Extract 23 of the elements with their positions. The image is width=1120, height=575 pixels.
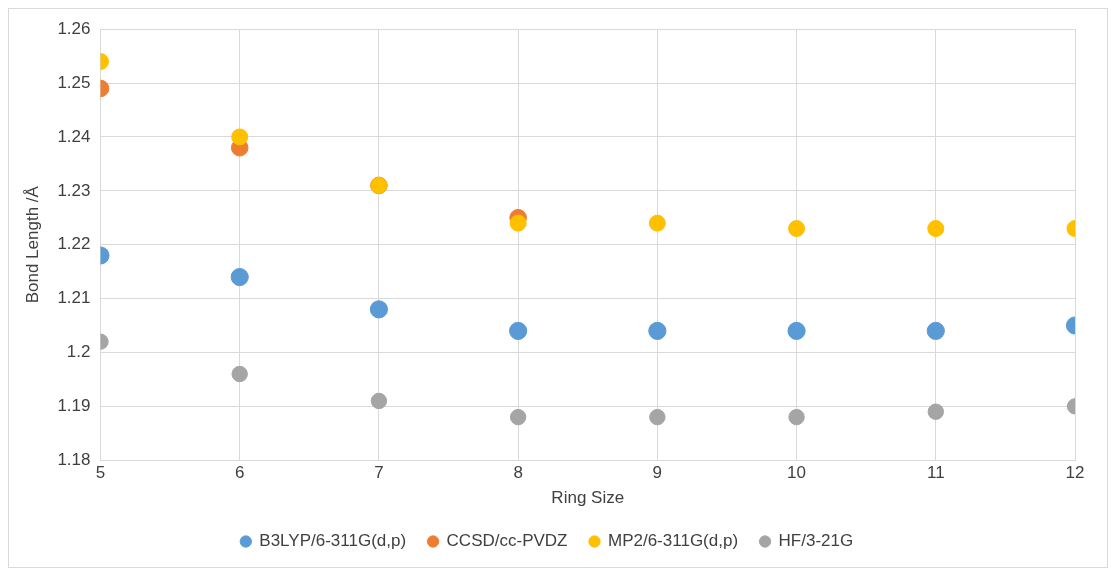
y-tick-label: 1.25 [57, 72, 91, 92]
y-axis-title: Bond Length /Å [22, 185, 42, 304]
y-tick-label: 1.23 [57, 180, 91, 200]
y-tick-label: 1.18 [57, 449, 91, 469]
x-tick-label: 7 [374, 463, 384, 483]
x-tick-label: 8 [513, 463, 523, 483]
legend-label: B3LYP/6-311G(d,p) [259, 531, 407, 551]
legend-label: HF/3-21G [778, 531, 854, 551]
y-tick-label: 1.24 [57, 126, 91, 146]
legend-label: MP2/6-311G(d,p) [607, 531, 739, 551]
x-tick-label: 6 [234, 463, 245, 483]
y-tick-label: 1.19 [57, 396, 91, 416]
x-axis-title: Ring Size [551, 488, 625, 508]
x-tick-label: 12 [1065, 463, 1085, 483]
y-tick-label: 1.22 [57, 234, 91, 254]
y-tick-label: 1.21 [57, 288, 91, 308]
x-tick-label: 10 [787, 463, 807, 483]
legend-label: CCSD/cc-PVDZ [446, 531, 568, 551]
x-tick-label: 11 [926, 463, 945, 483]
x-tick-label: 9 [652, 463, 663, 483]
x-tick-label: 5 [95, 463, 106, 483]
y-tick-label: 1.2 [66, 342, 91, 362]
y-tick-label: 1.26 [57, 18, 91, 38]
